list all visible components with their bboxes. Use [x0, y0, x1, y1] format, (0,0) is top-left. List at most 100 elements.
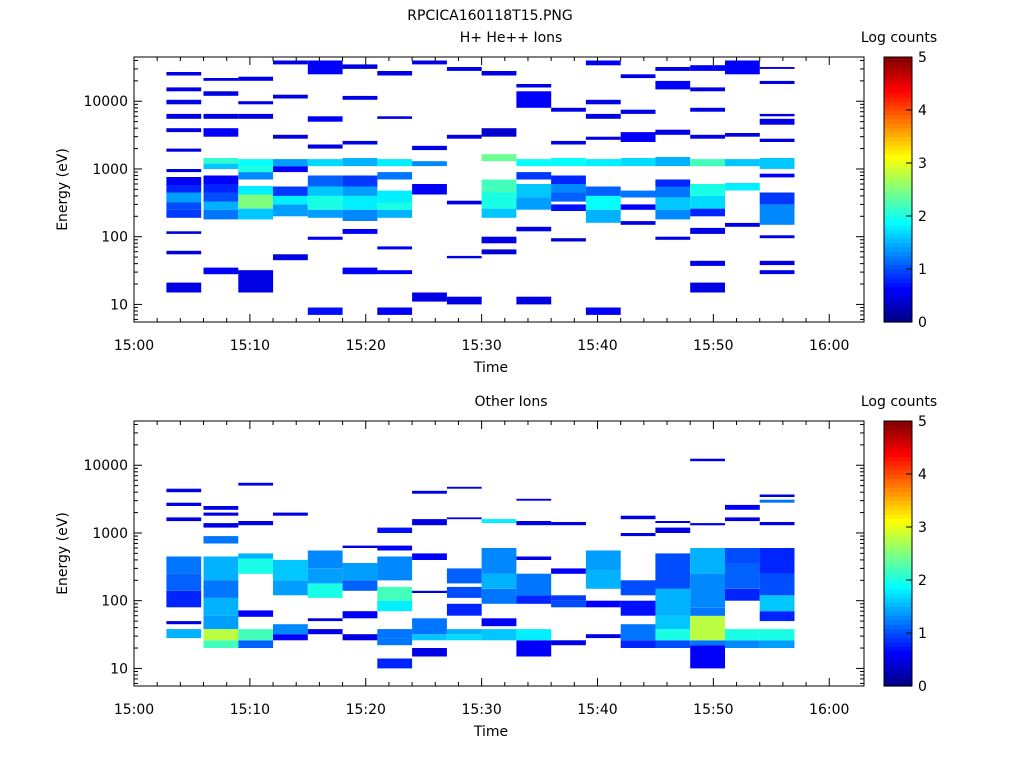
- heatmap-cell: [412, 648, 447, 657]
- panel-title: H+ He++ Ions: [460, 30, 563, 46]
- heatmap-cell: [620, 221, 656, 225]
- heatmap-cell: [585, 600, 621, 608]
- heatmap-cell: [377, 307, 413, 315]
- heatmap-cell: [203, 640, 239, 648]
- heatmap-cell: [725, 563, 760, 589]
- colorbar-segment: [884, 260, 912, 266]
- heatmap-cell: [238, 194, 274, 209]
- colorbar-segment: [884, 663, 912, 669]
- heatmap-cell: [307, 60, 343, 75]
- colorbar-segment: [884, 304, 912, 310]
- x-tick-label: 16:00: [809, 702, 849, 718]
- colorbar-segment: [884, 277, 912, 283]
- heatmap-cell: [273, 94, 308, 99]
- heatmap-cell: [238, 166, 274, 173]
- colorbar-tick-label: 1: [918, 262, 927, 278]
- heatmap-cell: [273, 624, 308, 635]
- heatmap-cell: [203, 128, 239, 137]
- heatmap-cell: [690, 184, 725, 196]
- x-tick-label: 15:30: [461, 338, 501, 354]
- heatmap-cell: [203, 267, 239, 275]
- colorbar-segment: [884, 246, 912, 252]
- heatmap-cell: [690, 260, 725, 266]
- heatmap-cell: [551, 107, 586, 112]
- panel-title: Other Ions: [474, 394, 547, 410]
- colorbar-segment: [884, 535, 912, 541]
- heatmap-cell: [481, 588, 517, 604]
- y-tick-label: 10000: [83, 458, 128, 474]
- heatmap-cell: [690, 615, 725, 641]
- heatmap-cell: [620, 158, 656, 167]
- heatmap-cell: [412, 618, 447, 635]
- heatmap-cell: [203, 184, 239, 193]
- heatmap-cell: [203, 615, 239, 630]
- heatmap-cell: [412, 145, 447, 151]
- heatmap-cell: [481, 573, 517, 589]
- heatmap-cell: [690, 227, 725, 234]
- heatmap-cell: [377, 527, 413, 533]
- colorbar-segment: [884, 216, 912, 222]
- heatmap-cell: [377, 545, 413, 551]
- heatmap-cell: [166, 231, 202, 234]
- colorbar-segment: [884, 429, 912, 435]
- heatmap-cell: [759, 270, 795, 275]
- heatmap-cell: [377, 586, 413, 601]
- heatmap-cell: [273, 60, 308, 65]
- heatmap-cell: [585, 550, 621, 571]
- heatmap-cell: [238, 101, 274, 105]
- colorbar-segment: [884, 513, 912, 519]
- colorbar-segment: [884, 553, 912, 559]
- colorbar-segment: [884, 92, 912, 98]
- colorbar-tick-label: 1: [918, 626, 927, 642]
- heatmap-cell: [690, 159, 725, 167]
- colorbar-segment: [884, 286, 912, 292]
- colorbar-segment: [884, 677, 912, 683]
- heatmap-cell: [655, 197, 691, 210]
- x-tick-label: 15:10: [230, 702, 270, 718]
- heatmap-cell: [655, 521, 691, 523]
- colorbar-segment: [884, 584, 912, 590]
- heatmap-cell: [307, 550, 343, 569]
- heatmap-cell: [203, 158, 239, 164]
- heatmap-cell: [620, 204, 656, 210]
- heatmap-cell: [377, 556, 413, 581]
- heatmap-cell: [203, 506, 239, 510]
- heatmap-cell: [166, 99, 202, 105]
- colorbar-segment: [884, 438, 912, 444]
- heatmap-cells: [166, 458, 795, 669]
- y-tick-label: 10000: [83, 94, 128, 110]
- colorbar-segment: [884, 518, 912, 524]
- x-tick-label: 15:30: [461, 702, 501, 718]
- heatmap-cell: [655, 157, 691, 167]
- heatmap-cell: [759, 235, 795, 239]
- heatmap-cell: [516, 184, 552, 198]
- heatmap-cells: [166, 60, 795, 315]
- heatmap-cell: [238, 521, 274, 526]
- heatmap-cell: [655, 236, 691, 240]
- heatmap-cell: [481, 71, 517, 76]
- heatmap-cell: [307, 144, 343, 149]
- heatmap-cell: [759, 260, 795, 266]
- colorbar-segment: [884, 317, 912, 323]
- colorbar-segment: [884, 562, 912, 568]
- panel-1: 15:00 15:10 15:20 15:30 15:40 15:50 16:0010100…: [55, 30, 937, 376]
- heatmap-cell: [307, 195, 343, 210]
- heatmap-cell: [759, 494, 795, 497]
- x-tick-label: 15:00: [114, 702, 154, 718]
- heatmap-cell: [690, 458, 725, 462]
- heatmap-cell: [377, 209, 413, 218]
- colorbar-segment: [884, 185, 912, 191]
- heatmap-cell: [342, 64, 378, 69]
- heatmap-cell: [481, 179, 517, 193]
- colorbar-segment: [884, 251, 912, 257]
- heatmap-cell: [273, 166, 308, 173]
- heatmap-cell: [620, 132, 656, 142]
- heatmap-cell: [446, 67, 482, 71]
- colorbar-segment: [884, 633, 912, 639]
- colorbar-segment: [884, 220, 912, 226]
- heatmap-cell: [238, 208, 274, 220]
- colorbar-segment: [884, 70, 912, 76]
- x-tick-label: 15:40: [577, 338, 617, 354]
- heatmap-cell: [342, 634, 378, 641]
- colorbar-segment: [884, 637, 912, 643]
